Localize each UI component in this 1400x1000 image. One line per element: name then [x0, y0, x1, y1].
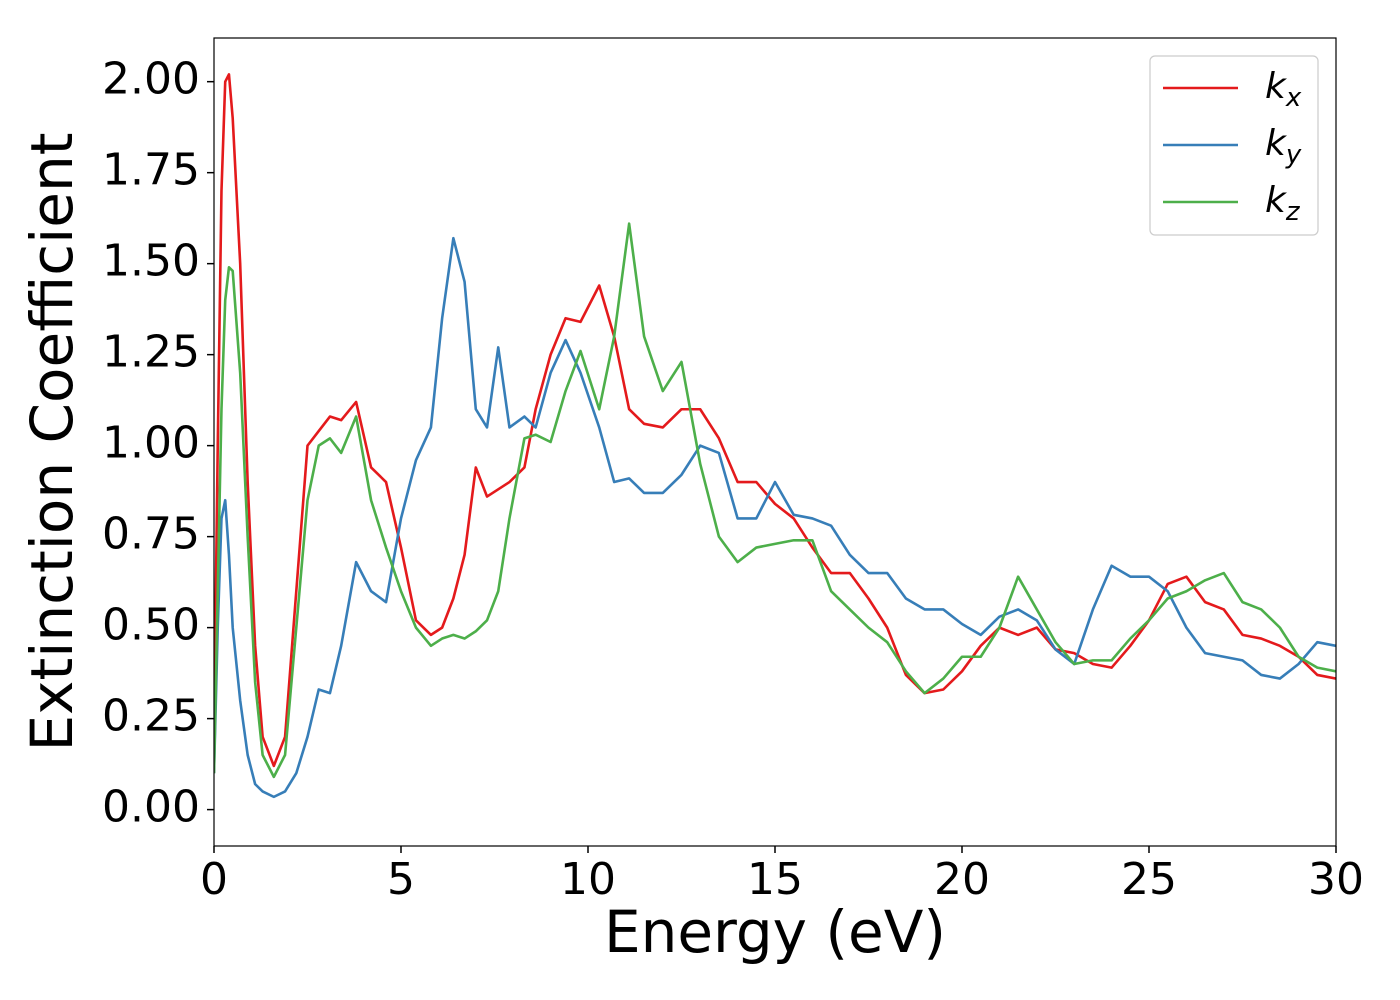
x-tick-label: 10	[560, 854, 616, 905]
y-tick-label: 2.00	[102, 54, 200, 105]
y-tick-label: 0.00	[102, 782, 200, 833]
x-tick-label: 30	[1308, 854, 1364, 905]
y-tick-label: 1.50	[102, 236, 200, 287]
y-tick-label: 0.50	[102, 600, 200, 651]
y-axis-label: Extinction Coefficient	[18, 133, 86, 752]
y-tick-label: 1.25	[102, 327, 200, 378]
y-tick-label: 0.25	[102, 691, 200, 742]
x-tick-label: 20	[934, 854, 990, 905]
legend-label: ky	[1265, 123, 1302, 170]
legend-label: kx	[1265, 66, 1302, 113]
x-axis-label: Energy (eV)	[604, 898, 946, 966]
plot-frame	[213, 37, 1337, 847]
x-tick-label: 15	[747, 854, 803, 905]
x-tick-label: 0	[200, 854, 228, 905]
line-series	[214, 73, 1336, 768]
legend-label: kz	[1265, 180, 1301, 227]
y-tick-label: 0.75	[102, 509, 200, 560]
line-series	[214, 222, 1336, 779]
y-tick-label: 1.75	[102, 145, 200, 196]
x-tick-label: 5	[387, 854, 415, 905]
y-tick-label: 1.00	[102, 418, 200, 469]
x-tick-label: 25	[1121, 854, 1177, 905]
line-series	[214, 236, 1336, 799]
